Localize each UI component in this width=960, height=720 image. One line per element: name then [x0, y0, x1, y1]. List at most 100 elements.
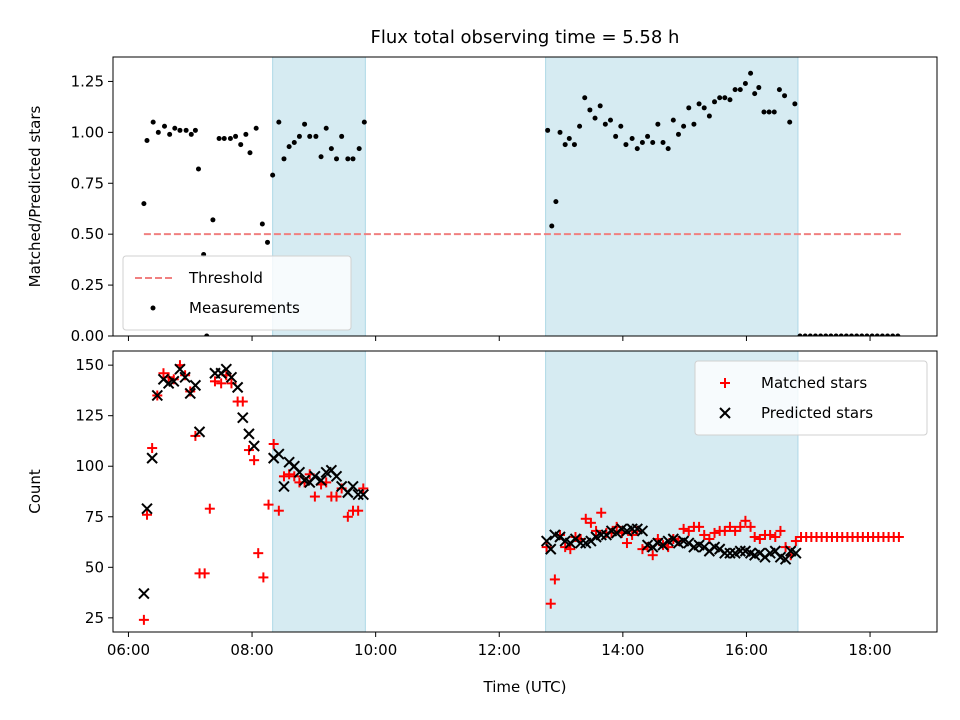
- data-point: [756, 85, 762, 91]
- data-point: [265, 239, 270, 245]
- data-point: [775, 525, 786, 536]
- data-point: [585, 517, 596, 528]
- data-point: [843, 333, 849, 336]
- data-point: [660, 140, 666, 146]
- data-point: [647, 550, 658, 561]
- data-point: [238, 142, 244, 148]
- data-point: [183, 127, 189, 133]
- data-point: [309, 491, 320, 502]
- data-point: [138, 614, 149, 625]
- data-point: [184, 387, 196, 400]
- data-point: [220, 363, 233, 375]
- data-point: [890, 333, 896, 336]
- legend-label: Matched stars: [761, 374, 867, 392]
- data-point: [216, 135, 222, 141]
- data-point: [797, 333, 803, 336]
- x-tick-label: 14:00: [601, 641, 644, 659]
- y-axis-label: Count: [26, 469, 44, 514]
- data-point: [580, 513, 591, 524]
- data-point: [665, 146, 671, 152]
- data-point: [150, 119, 156, 125]
- data-point: [313, 133, 319, 139]
- legend-box: [694, 360, 928, 436]
- data-point: [792, 101, 798, 107]
- data-point: [361, 119, 367, 125]
- x-tick-label: 12:00: [478, 641, 521, 659]
- legend-label: Predicted stars: [761, 404, 873, 422]
- data-point: [566, 135, 572, 141]
- data-point: [885, 333, 891, 336]
- legend-swatch: [150, 305, 156, 311]
- data-point: [177, 127, 183, 133]
- data-point: [291, 140, 297, 146]
- data-point: [761, 109, 767, 115]
- data-point: [737, 87, 743, 93]
- data-point: [192, 127, 198, 133]
- data-point: [296, 133, 302, 139]
- data-point: [854, 333, 860, 336]
- data-point: [553, 199, 559, 205]
- data-point: [273, 448, 285, 460]
- data-point: [562, 142, 568, 148]
- data-point: [144, 137, 150, 143]
- data-point: [823, 333, 829, 336]
- data-point: [577, 123, 583, 129]
- data-point: [331, 491, 342, 502]
- data-point: [155, 129, 161, 135]
- data-point: [302, 121, 308, 127]
- data-point: [828, 333, 834, 336]
- data-point: [735, 521, 746, 532]
- data-point: [204, 333, 210, 336]
- data-point: [734, 545, 746, 557]
- plot-area: [138, 360, 904, 625]
- data-point: [151, 389, 163, 402]
- axes-frame: [112, 350, 938, 633]
- data-point: [334, 156, 340, 162]
- y-tick-label: 100: [75, 457, 104, 475]
- data-point: [249, 455, 260, 466]
- data-point: [216, 378, 227, 389]
- data-point: [347, 480, 359, 493]
- data-point: [724, 521, 735, 532]
- data-point: [268, 438, 279, 449]
- data-point: [540, 535, 553, 547]
- data-point: [701, 105, 707, 111]
- data-point: [259, 221, 265, 227]
- data-point: [732, 87, 738, 93]
- data-point: [779, 553, 792, 565]
- data-point: [771, 109, 777, 115]
- legend-label: Measurements: [189, 299, 300, 317]
- data-point: [545, 543, 557, 555]
- data-point: [574, 537, 587, 549]
- data-point: [286, 144, 292, 150]
- data-point: [849, 333, 855, 336]
- bottom-panel-counts: 06:00 08:00 10:00 12:00 14:00 16:00 18:00 25 50 7…: [26, 350, 938, 696]
- data-point: [193, 426, 206, 438]
- y-axis-label: Matched/Predicted stars: [26, 106, 44, 288]
- data-point: [141, 201, 147, 207]
- data-point: [818, 333, 824, 336]
- data-point: [227, 135, 233, 141]
- data-point: [328, 146, 334, 152]
- data-point: [209, 376, 220, 387]
- data-point: [174, 363, 186, 375]
- data-point: [307, 133, 313, 139]
- data-point: [790, 536, 801, 547]
- data-point: [602, 121, 608, 127]
- data-point: [776, 87, 782, 93]
- data-point: [618, 123, 624, 129]
- data-point: [766, 109, 772, 115]
- data-point: [253, 125, 259, 131]
- legend-swatch: [720, 378, 730, 388]
- data-point: [263, 499, 274, 510]
- data-point: [356, 146, 362, 152]
- y-tick-label: 50: [85, 558, 104, 576]
- data-point: [742, 80, 748, 86]
- data-point: [597, 103, 603, 109]
- data-point: [629, 135, 635, 141]
- data-point: [709, 527, 720, 538]
- data-point: [678, 523, 689, 534]
- data-point: [623, 142, 629, 148]
- data-point: [626, 523, 638, 535]
- data-point: [273, 505, 284, 516]
